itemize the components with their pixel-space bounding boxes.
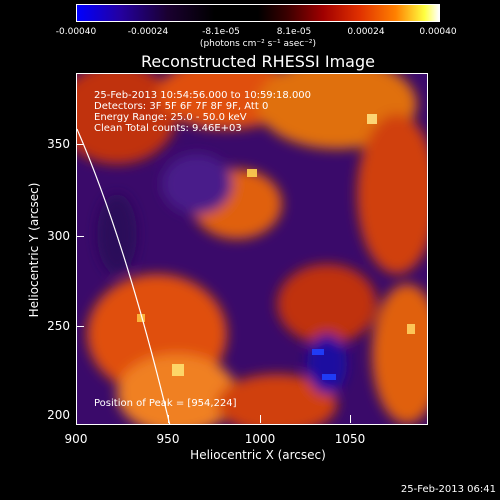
colorbar-tick: 0.00040 (419, 27, 457, 37)
x-tick-mark (260, 415, 261, 423)
y-tick: 200 (47, 408, 70, 422)
y-tick-mark (76, 236, 84, 237)
y-tick-mark (76, 326, 84, 327)
x-axis-label: Heliocentric X (arcsec) (190, 448, 326, 462)
rhessi-image (76, 73, 428, 425)
timestamp: 25-Feb-2013 06:41 (400, 484, 496, 495)
rhessi-image-canvas (77, 74, 427, 424)
x-tick-mark (350, 415, 351, 423)
x-tick: 900 (64, 432, 88, 446)
colorbar (76, 4, 440, 22)
colorbar-tick: -0.00024 (127, 27, 169, 37)
y-tick: 300 (47, 229, 70, 243)
image-title: Reconstructed RHESSI Image (141, 52, 375, 71)
colorbar-units: (photons cm⁻² s⁻¹ asec⁻²) (199, 39, 317, 49)
peak-position: Position of Peak = [954,224] (94, 398, 237, 409)
colorbar-tick: 0.00024 (347, 27, 385, 37)
x-tick: 1050 (334, 432, 366, 446)
energy-range: Energy Range: 25.0 - 50.0 keV (94, 112, 247, 123)
y-axis-label: Heliocentric Y (arcsec) (27, 182, 41, 318)
colorbar-tick: -8.1e-05 (202, 27, 240, 37)
x-tick: 1000 (244, 432, 276, 446)
time-range: 25-Feb-2013 10:54:56.000 to 10:59:18.000 (94, 90, 312, 101)
clean-counts: Clean Total counts: 9.46E+03 (94, 123, 242, 134)
observation-info: 25-Feb-2013 10:54:56.000 to 10:59:18.000… (94, 90, 311, 134)
colorbar-tick: 8.1e-05 (276, 27, 312, 37)
detectors: Detectors: 3F 5F 6F 7F 8F 9F, Att 0 (94, 101, 269, 112)
x-tick: 950 (156, 432, 180, 446)
y-tick: 350 (47, 137, 70, 151)
colorbar-tick: -0.00040 (55, 27, 97, 37)
y-tick-mark (76, 144, 84, 145)
x-tick-mark (168, 415, 169, 423)
y-tick: 250 (47, 319, 70, 333)
